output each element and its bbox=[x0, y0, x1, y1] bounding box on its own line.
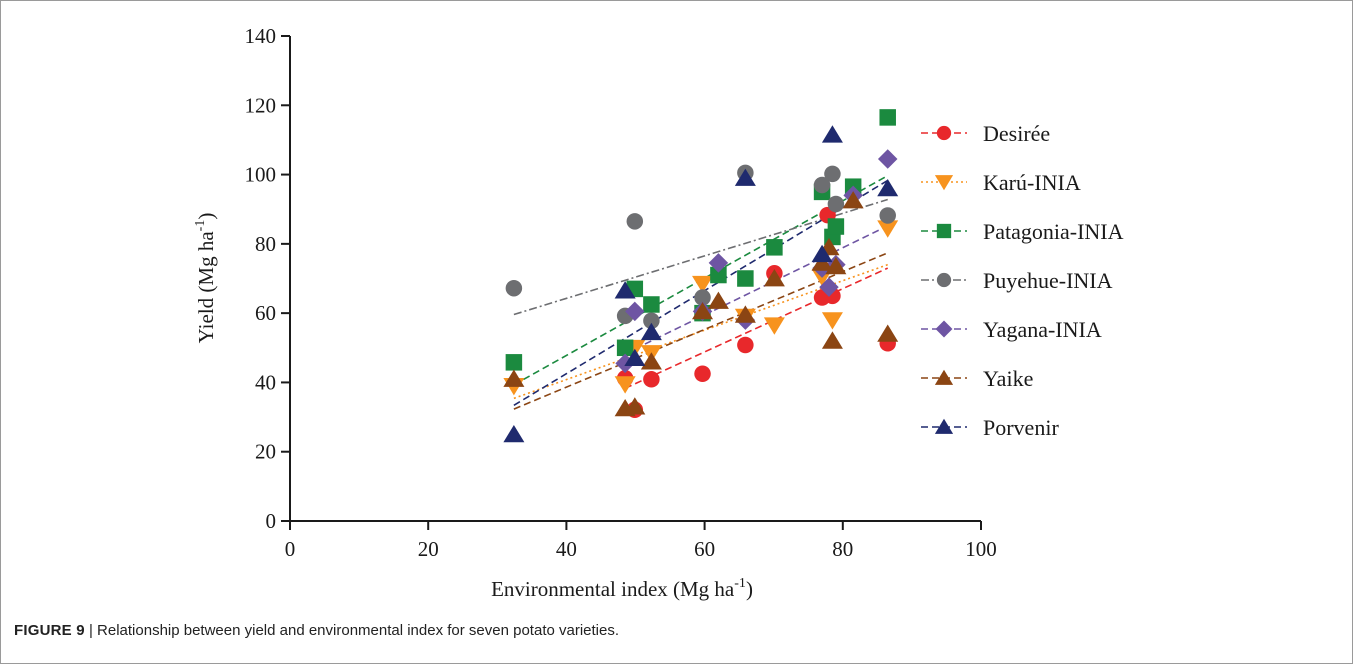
point-yagana-inia bbox=[625, 301, 645, 322]
legend-label-porvenir: Porvenir bbox=[983, 415, 1059, 440]
legend-marker-kar-inia bbox=[934, 175, 954, 191]
point-kar-inia bbox=[692, 275, 714, 294]
legend-marker-patagonia-inia bbox=[936, 223, 952, 239]
legend-label-yaike: Yaike bbox=[983, 366, 1033, 391]
point-porvenir bbox=[877, 178, 899, 197]
point-puyehue-inia bbox=[626, 213, 644, 230]
point-patagonia-inia bbox=[766, 239, 783, 256]
point-puyehue-inia bbox=[824, 165, 841, 183]
axes: 0 20 40 60 80 100 0 20 40 60 80 100 120 140 bbox=[245, 24, 997, 561]
point-yaike bbox=[825, 256, 847, 275]
point-yaike bbox=[734, 305, 756, 323]
point-yaike bbox=[707, 291, 729, 309]
point-porvenir bbox=[811, 244, 833, 263]
point-puyehue-inia bbox=[827, 195, 845, 213]
y-tick-label: 0 bbox=[266, 509, 277, 533]
scatter-chart: 0 20 40 60 80 100 0 20 40 60 80 100 120 140 Desirée Ka… bbox=[193, 24, 1124, 601]
point-patagonia-inia bbox=[643, 296, 660, 313]
trend-line-yaike bbox=[513, 252, 889, 410]
legend-marker-yagana-inia bbox=[935, 320, 953, 338]
trend-line-yagana-inia bbox=[624, 225, 889, 355]
point-yagana-inia bbox=[819, 277, 839, 297]
legend-marker-yaike bbox=[934, 369, 954, 385]
y-tick-label: 140 bbox=[245, 24, 277, 48]
y-tick-label: 40 bbox=[255, 370, 276, 394]
legend-label-patagonia-inia: Patagonia-INIA bbox=[983, 219, 1124, 244]
point-yaike bbox=[763, 269, 785, 287]
y-tick-label: 120 bbox=[245, 93, 277, 117]
point-puyehue-inia bbox=[694, 289, 711, 306]
legend-marker-porvenir bbox=[934, 418, 954, 434]
point-porvenir bbox=[734, 168, 756, 186]
x-axis-title: Environmental index (Mg ha-1) bbox=[491, 576, 753, 601]
point-desir-e bbox=[694, 365, 711, 383]
y-axis-title-end: ) bbox=[194, 213, 218, 220]
point-puyehue-inia bbox=[879, 207, 896, 224]
point-yaike bbox=[624, 397, 646, 415]
legend-marker-puyehue-inia bbox=[936, 272, 952, 288]
y-tick-label: 20 bbox=[255, 440, 276, 464]
y-tick-label: 60 bbox=[255, 301, 276, 325]
y-axis-title-sup: -1 bbox=[193, 220, 208, 232]
x-tick-label: 80 bbox=[832, 537, 853, 561]
point-yagana-inia bbox=[877, 149, 898, 169]
legend-label-yagana-inia: Yagana-INIA bbox=[983, 317, 1102, 342]
x-tick-label: 0 bbox=[285, 537, 296, 561]
point-kar-inia bbox=[763, 317, 785, 335]
point-porvenir bbox=[624, 348, 646, 367]
legend: Desirée Karú-INIA Patagonia-INIA Puyehue-IN… bbox=[921, 121, 1124, 440]
point-yagana-inia bbox=[708, 253, 729, 273]
point-yaike bbox=[842, 191, 864, 209]
data-points bbox=[503, 109, 899, 443]
point-puyehue-inia bbox=[813, 176, 831, 194]
caption-text: Relationship between yield and environme… bbox=[97, 622, 620, 639]
y-axis-title: Yield (Mg ha-1) bbox=[193, 213, 218, 344]
point-patagonia-inia bbox=[505, 354, 523, 371]
point-patagonia-inia bbox=[616, 339, 634, 357]
point-kar-inia bbox=[877, 220, 899, 238]
y-tick-label: 100 bbox=[245, 163, 277, 187]
x-axis-title-sup: -1 bbox=[734, 576, 746, 591]
point-kar-inia bbox=[821, 312, 843, 330]
point-patagonia-inia bbox=[879, 109, 896, 126]
y-tick-label: 80 bbox=[255, 232, 276, 256]
point-yaike bbox=[692, 301, 714, 320]
point-yaike bbox=[503, 369, 525, 387]
point-yaike bbox=[821, 331, 843, 349]
x-tick-label: 100 bbox=[965, 537, 997, 561]
point-porvenir bbox=[614, 281, 636, 299]
legend-marker-desir-e bbox=[936, 125, 952, 141]
point-yaike bbox=[640, 352, 662, 370]
point-yaike bbox=[877, 324, 899, 342]
point-patagonia-inia bbox=[737, 270, 754, 287]
x-tick-label: 60 bbox=[694, 537, 715, 561]
x-axis-title-main: Environmental index (Mg ha bbox=[491, 577, 735, 601]
point-porvenir bbox=[821, 125, 843, 143]
trend-line-desir-e bbox=[624, 267, 889, 390]
point-kar-inia bbox=[614, 376, 636, 394]
figure-caption: FIGURE 9 | Relationship between yield an… bbox=[14, 622, 619, 639]
point-puyehue-inia bbox=[505, 279, 523, 297]
point-desir-e bbox=[737, 336, 754, 354]
caption-separator: | bbox=[88, 622, 93, 639]
legend-label-desir-e: Desirée bbox=[983, 121, 1050, 146]
point-porvenir bbox=[640, 322, 662, 341]
x-axis-title-end: ) bbox=[746, 577, 753, 601]
x-tick-label: 40 bbox=[556, 537, 577, 561]
y-axis-title-main: Yield (Mg ha bbox=[194, 231, 218, 344]
legend-label-puyehue-inia: Puyehue-INIA bbox=[983, 268, 1113, 293]
legend-label-kar-inia: Karú-INIA bbox=[983, 170, 1081, 195]
x-tick-label: 20 bbox=[418, 537, 439, 561]
point-porvenir bbox=[503, 424, 525, 443]
point-patagonia-inia bbox=[827, 218, 845, 235]
point-puyehue-inia bbox=[643, 312, 660, 330]
point-patagonia-inia bbox=[710, 266, 727, 284]
point-desir-e bbox=[643, 371, 660, 388]
figure-label: FIGURE 9 bbox=[14, 622, 85, 639]
